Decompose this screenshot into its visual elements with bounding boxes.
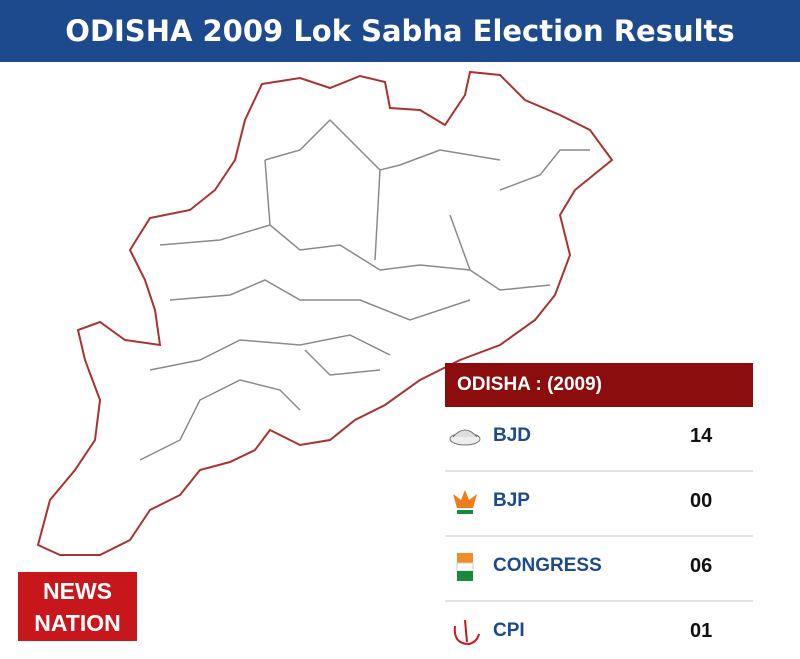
seat-count: 14 xyxy=(690,425,713,447)
seat-count: 01 xyxy=(690,620,713,642)
party-symbol xyxy=(449,429,481,446)
party-symbol xyxy=(453,490,477,514)
party-symbol xyxy=(456,553,474,581)
logo: NEWS NATION xyxy=(18,572,137,641)
party-name: CPI xyxy=(493,620,525,641)
party-name: BJD xyxy=(493,425,532,446)
results-rows: BJD 14 BJP 00 CONGRESS 06 CPI 01 xyxy=(445,407,753,659)
district-lines xyxy=(139,118,590,461)
party-name: BJP xyxy=(493,490,530,511)
state-outline xyxy=(36,70,614,556)
logo-line: NEWS xyxy=(43,578,112,604)
party-symbol xyxy=(453,619,480,646)
seat-count: 06 xyxy=(690,555,713,577)
header-title: ODISHA 2009 Lok Sabha Election Results xyxy=(0,0,800,62)
party-name: CONGRESS xyxy=(493,555,602,576)
result-row: CONGRESS 06 xyxy=(445,537,753,602)
results-panel: ODISHA : (2009) BJD 14 BJP 00 CONGRESS 06 CPI 0… xyxy=(445,363,753,659)
seat-count: 00 xyxy=(690,490,713,512)
result-row: BJD 14 xyxy=(445,407,753,472)
result-row: CPI 01 xyxy=(445,602,753,659)
result-row: BJP 00 xyxy=(445,472,753,537)
logo-line: NATION xyxy=(34,610,121,636)
results-title: ODISHA : (2009) xyxy=(445,363,753,407)
